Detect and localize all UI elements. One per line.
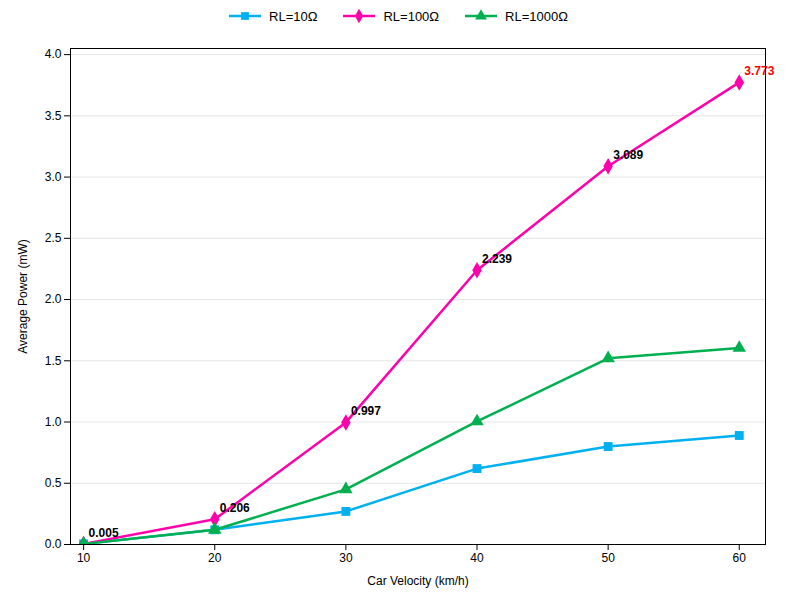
html-text:RL=1000Ω: RL=1000Ω: [505, 8, 568, 24]
svg-text:2.239: 2.239: [482, 252, 512, 266]
svg-text:3.5: 3.5: [45, 109, 62, 123]
svg-text:0.997: 0.997: [351, 404, 381, 418]
svg-text:3.773: 3.773: [744, 64, 774, 78]
svg-text:0.206: 0.206: [220, 501, 250, 515]
svg-text:30: 30: [339, 551, 353, 565]
svg-text:60: 60: [733, 551, 747, 565]
svg-text:3.0: 3.0: [45, 170, 62, 184]
svg-text:2.0: 2.0: [45, 292, 62, 306]
svg-text:40: 40: [470, 551, 484, 565]
svg-text:1.0: 1.0: [45, 415, 62, 429]
html-text:RL=100Ω: RL=100Ω: [383, 8, 440, 24]
svg-text:0.0: 0.0: [45, 537, 62, 551]
svg-text:50: 50: [601, 551, 615, 565]
html-text:RL=10Ω: RL=10Ω: [269, 8, 318, 24]
svg-text:4.0: 4.0: [45, 47, 62, 61]
svg-text:Average Power (mW): Average Power (mW): [16, 239, 30, 353]
svg-text:0.5: 0.5: [45, 476, 62, 490]
svg-text:Car Velocity (km/h): Car Velocity (km/h): [367, 574, 468, 588]
svg-text:0.005: 0.005: [89, 526, 119, 540]
svg-text:1.5: 1.5: [45, 354, 62, 368]
svg-text:20: 20: [208, 551, 222, 565]
svg-text:10: 10: [77, 551, 91, 565]
svg-text:3.089: 3.089: [613, 148, 643, 162]
svg-text:2.5: 2.5: [45, 231, 62, 245]
